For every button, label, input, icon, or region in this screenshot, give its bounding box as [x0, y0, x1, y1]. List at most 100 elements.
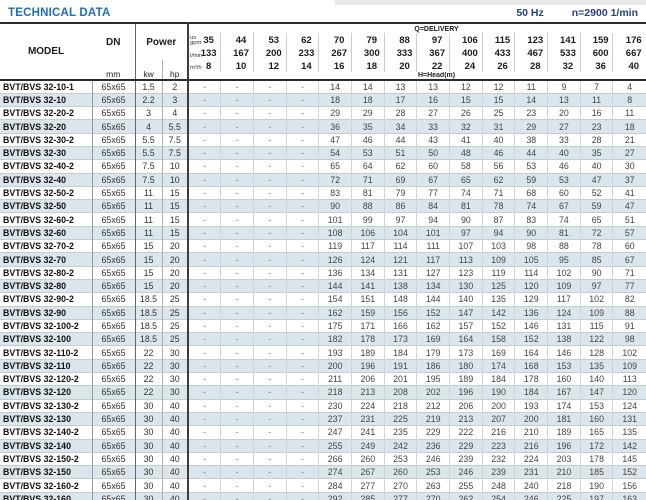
head-value-cell: 60 — [547, 186, 581, 200]
head-value-cell: 229 — [449, 439, 483, 453]
delivery-usgpm-cell: 97 — [416, 33, 450, 47]
head-value-cell: 225 — [547, 492, 581, 500]
head-value-cell: 13 — [416, 80, 450, 94]
head-value-cell: 111 — [416, 239, 450, 253]
head-value-cell: - — [252, 478, 287, 493]
head-value-cell: 260 — [350, 452, 385, 466]
head-value-cell: 97 — [383, 212, 417, 227]
head-value-cell: 131 — [612, 412, 646, 426]
head-value-cell: 262 — [449, 492, 483, 500]
head-value-cell: 71 — [481, 186, 515, 200]
head-value-cell: 123 — [449, 266, 483, 280]
head-value-cell: 156 — [612, 478, 646, 493]
delivery-value: 367 — [429, 48, 446, 59]
delivery-lmin-cell: 233 — [285, 47, 319, 60]
table-row: BVT/BVS 32-40-2 65x65 7.5 10- - - -65 64 62 60 58 5… — [0, 159, 646, 174]
head-value-cell: 196 — [547, 439, 581, 453]
head-value-cell: 171 — [350, 319, 385, 333]
head-value-cell: - — [285, 239, 319, 253]
head-value-cell: - — [285, 80, 319, 94]
delivery-value: 70 — [333, 34, 345, 46]
head-value-cell: 136 — [514, 306, 548, 320]
delivery-m3h-cell: 16 — [318, 60, 352, 72]
head-value-cell: - — [220, 306, 254, 320]
head-value-cell: - — [187, 452, 221, 466]
head-value-cell: 246 — [416, 452, 450, 466]
kw-cell: 22 — [134, 372, 163, 386]
head-value-cell: - — [252, 106, 287, 120]
model-cell: BVT/BVS 32-110 — [3, 360, 71, 371]
head-value-cell: 102 — [612, 345, 646, 360]
table-row: BVT/BVS 32-80 65x65 15 20- - - -144 141 138 134 13… — [0, 279, 646, 293]
head-value-cell: - — [220, 439, 254, 453]
head-value-cell: - — [187, 332, 221, 346]
head-value-cell: - — [187, 345, 221, 360]
head-value-cell: 16 — [416, 93, 450, 107]
delivery-m3h-cell: 26 — [481, 60, 515, 72]
head-value-cell: 78 — [481, 199, 515, 213]
head-value-cell: - — [252, 159, 287, 174]
dn-cell: 65x65 — [91, 266, 136, 280]
delivery-m3h-cell: m³/h 8 — [187, 60, 221, 72]
table-row: BVT/BVS 32-150-2 65x65 30 40- - - -266 260 253 24… — [0, 452, 646, 466]
head-value-cell: 91 — [612, 319, 646, 333]
head-value-cell: 175 — [318, 319, 352, 333]
delivery-value: 123 — [527, 34, 544, 46]
head-value-cell: 210 — [514, 425, 548, 440]
head-value-cell: - — [252, 425, 287, 440]
hp-cell: 40 — [161, 425, 189, 440]
table-row: BVT/BVS 32-90 65x65 18.5 25- - - -162 159 156 152… — [0, 306, 646, 320]
head-value-cell: - — [285, 226, 319, 240]
head-value-cell: 156 — [383, 306, 417, 320]
head-value-cell: 109 — [481, 252, 515, 267]
head-value-cell: - — [187, 93, 221, 107]
table-row: BVT/BVS 32-140 65x65 30 40- - - -255 249 242 236 2… — [0, 439, 646, 453]
head-value-cell: - — [187, 425, 221, 440]
kw-cell: 30 — [134, 465, 163, 479]
head-value-cell: 67 — [416, 173, 450, 187]
head-value-cell: 232 — [481, 452, 515, 466]
head-value-cell: 239 — [481, 465, 515, 479]
page-title: TECHNICAL DATA — [8, 7, 111, 19]
head-value-cell: 94 — [481, 226, 515, 240]
head-value-cell: 98 — [514, 239, 548, 253]
delivery-value: 16 — [333, 60, 345, 72]
delivery-value: 333 — [396, 48, 413, 59]
delivery-value: 14 — [301, 60, 312, 72]
head-value-cell: - — [252, 133, 287, 147]
head-value-cell: - — [252, 439, 287, 453]
head-value-cell: - — [187, 239, 221, 253]
speed-label: n=2900 1/min — [571, 7, 638, 19]
model-cell: BVT/BVS 32-30-2 — [3, 134, 74, 145]
head-value-cell: 51 — [612, 212, 646, 227]
head-value-cell: 186 — [416, 359, 450, 373]
head-value-cell: 248 — [481, 478, 515, 493]
head-value-cell: 77 — [416, 186, 450, 200]
hp-cell: 20 — [161, 266, 189, 280]
head-value-cell: 74 — [547, 212, 581, 227]
delivery-value: 115 — [494, 34, 511, 46]
dn-cell: 65x65 — [91, 345, 136, 360]
head-value-cell: 109 — [547, 279, 581, 293]
head-value-cell: 249 — [350, 439, 385, 453]
head-value-cell: 52 — [579, 186, 613, 200]
dn-cell: 65x65 — [91, 93, 136, 107]
delivery-value: 26 — [497, 60, 508, 72]
dn-cell: 65x65 — [91, 319, 136, 333]
frequency-label: 50 Hz — [516, 7, 544, 19]
head-value-cell: - — [187, 385, 221, 400]
head-value-cell: - — [220, 292, 254, 307]
head-value-cell: 29 — [350, 106, 385, 120]
head-value-cell: - — [252, 252, 287, 267]
delivery-usgpm-cell: 159 — [579, 33, 613, 47]
head-value-cell: 191 — [383, 359, 417, 373]
head-value-cell: 41 — [449, 133, 483, 147]
head-value-cell: - — [220, 199, 254, 213]
head-value-cell: 15 — [481, 93, 515, 107]
head-value-cell: 136 — [318, 266, 352, 280]
hp-cell: 30 — [161, 359, 189, 373]
head-value-cell: 260 — [383, 465, 417, 479]
head-value-cell: 40 — [481, 133, 515, 147]
delivery-value: 24 — [464, 60, 476, 72]
delivery-value: 35 — [203, 34, 214, 46]
